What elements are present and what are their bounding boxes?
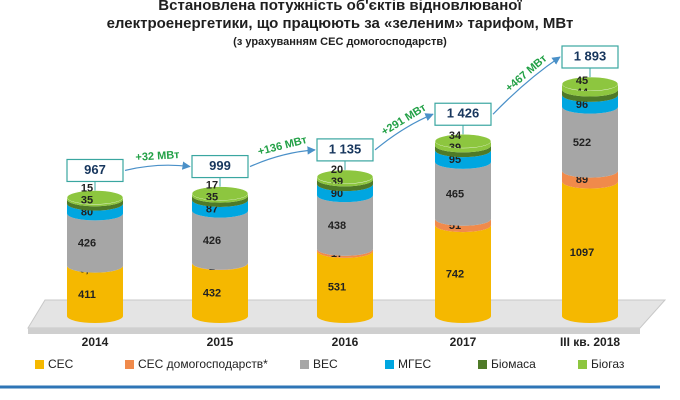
bar-segment <box>317 195 374 256</box>
bar-segment <box>67 265 123 323</box>
chart-subtitle: (з урахуванням СЕС домогосподарств) <box>233 36 447 48</box>
legend-label: Біомаса <box>491 357 536 371</box>
value-label: 426 <box>78 238 96 250</box>
bar-segment <box>562 94 618 114</box>
legend-swatch <box>478 360 487 369</box>
value-label: 45 <box>576 75 588 87</box>
value-label: 432 <box>203 288 221 300</box>
legend-label: Біогаз <box>591 357 625 371</box>
bar-segment <box>562 170 618 189</box>
floor-edge <box>28 328 640 334</box>
bar-segment <box>317 248 374 258</box>
bar-segment <box>317 176 374 187</box>
bar-segment <box>192 199 249 218</box>
growth-arrow <box>249 146 316 168</box>
bar-top <box>66 190 124 205</box>
bar-segment <box>192 263 248 323</box>
growth-arrow <box>124 161 191 172</box>
bar-segment <box>317 179 374 192</box>
x-tick-label: 2016 <box>332 335 359 349</box>
bar-segment <box>192 210 249 270</box>
value-label: 438 <box>328 220 346 232</box>
total-label: 1 893 <box>574 48 607 63</box>
bar-segment <box>192 193 249 203</box>
value-label: 95 <box>449 154 461 166</box>
total-label: 999 <box>209 158 231 173</box>
value-label: 742 <box>446 269 464 281</box>
bar-segment <box>435 161 492 226</box>
value-label: 1097 <box>570 247 594 259</box>
value-label: 96 <box>576 99 588 111</box>
x-tick-label: 2014 <box>82 335 109 349</box>
bar-segment <box>435 218 492 233</box>
bar-segment <box>562 89 618 102</box>
bar-segment <box>562 181 618 323</box>
value-label: 35 <box>81 195 93 207</box>
bar-top <box>191 186 249 201</box>
value-label: 522 <box>573 137 591 149</box>
legend-swatch <box>35 360 44 369</box>
value-label: 531 <box>328 282 346 294</box>
bar-segment <box>562 84 618 97</box>
growth-label: +467 МВт <box>503 52 549 94</box>
x-tick-label: 2017 <box>450 335 477 349</box>
legend-swatch <box>300 360 309 369</box>
x-tick-label: III кв. 2018 <box>560 335 620 349</box>
legend-swatch <box>578 360 587 369</box>
total-label: 967 <box>84 162 106 177</box>
total-label: 1 426 <box>447 106 480 121</box>
bar-segment <box>317 184 374 203</box>
value-label: 411 <box>78 289 96 301</box>
bar-segment <box>562 106 618 178</box>
bar-segment <box>192 195 249 207</box>
bar-segment <box>435 145 492 158</box>
value-label: 426 <box>203 235 221 247</box>
value-label: 15 <box>81 183 93 195</box>
bar-segment <box>317 250 373 323</box>
bar-top <box>561 76 619 92</box>
bar-top <box>316 169 374 185</box>
legend-swatch <box>125 360 134 369</box>
chart-title: електроенергетики, що працюють за «зелен… <box>107 15 574 32</box>
total-label: 1 135 <box>329 141 362 156</box>
legend-label: СЕС <box>48 357 74 371</box>
legend-label: ВЕС <box>313 357 338 371</box>
legend-swatch <box>385 360 394 369</box>
bar-segment <box>435 225 492 323</box>
bar-segment <box>435 141 492 153</box>
x-tick-label: 2015 <box>207 335 234 349</box>
growth-label: +32 МВт <box>135 149 180 164</box>
value-label: 20 <box>331 164 343 176</box>
legend-label: СЕС домогосподарств* <box>138 357 268 371</box>
bar-segment <box>67 199 124 211</box>
bar-top <box>434 133 492 149</box>
bar-segment <box>67 213 124 273</box>
value-label: 17 <box>206 179 218 191</box>
bar-segment <box>67 197 124 207</box>
bar-segment <box>435 150 492 169</box>
growth-arrow <box>374 113 434 151</box>
chart-title: Встановлена потужність об'єктів відновлю… <box>158 0 522 14</box>
bar-segment <box>67 203 124 221</box>
value-label: 465 <box>446 188 464 200</box>
value-label: 34 <box>449 130 462 142</box>
legend-label: МГЕС <box>398 357 431 371</box>
growth-arrow <box>492 56 561 115</box>
